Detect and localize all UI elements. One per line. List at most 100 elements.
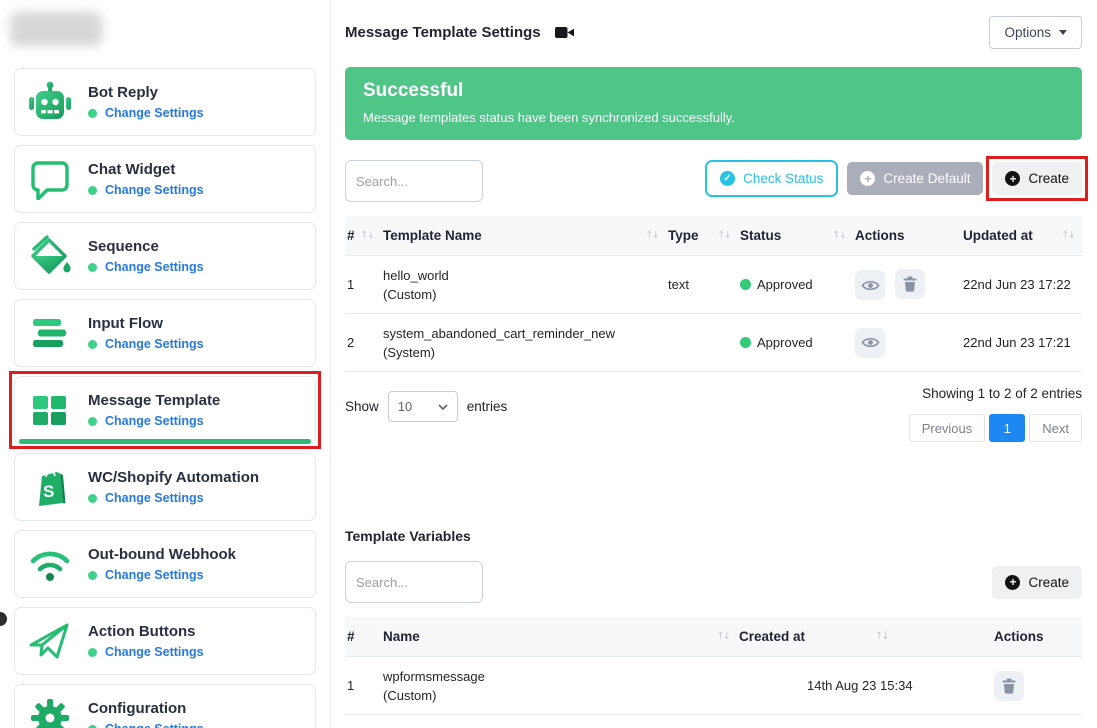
next-page-button[interactable]: Next (1029, 414, 1082, 442)
status-dot (88, 339, 97, 349)
create-variable-button[interactable]: + Create (992, 565, 1082, 599)
template-variables-title: Template Variables (345, 528, 471, 544)
delete-button[interactable] (894, 268, 925, 299)
template-name-cell: system_abandoned_cart_reminder_new (Syst… (381, 316, 666, 370)
plus-circle-icon: + (1005, 574, 1021, 590)
sidebar-item-label: Out-bound Webhook (88, 546, 237, 563)
chat-bubble-icon (27, 158, 73, 200)
col-name: Name (383, 629, 420, 644)
create-default-label: Create Default (883, 171, 971, 186)
sidebar-item-label: Chat Widget (88, 161, 176, 178)
view-button[interactable] (855, 270, 885, 301)
status-dot (88, 724, 97, 728)
change-settings-link[interactable]: Change Settings (105, 645, 204, 659)
variables-controls: + Create (345, 561, 1082, 603)
sort-icon[interactable]: ↑↓ (645, 230, 660, 241)
change-settings-link[interactable]: Change Settings (105, 722, 204, 728)
change-settings-link[interactable]: Change Settings (105, 106, 204, 120)
options-button[interactable]: Options (989, 16, 1082, 49)
templates-search-input[interactable] (345, 160, 483, 202)
templates-controls: ✓ Check Status + Create Default + Create (345, 156, 1088, 202)
page-size-select[interactable]: 10 (387, 391, 458, 422)
check-status-button[interactable]: ✓ Check Status (705, 160, 839, 197)
sidebar-item-outbound-webhook[interactable]: Out-bound Webhook Change Settings (14, 530, 316, 598)
table-row: 1 hello_world (Custom) text Approved (345, 256, 1082, 314)
status-dot (88, 493, 97, 503)
sidebar-item-action-buttons[interactable]: Action Buttons Change Settings (14, 607, 316, 675)
sidebar-item-shopify-automation[interactable]: S WC/Shopify Automation Change Settings (14, 453, 316, 521)
pagination: Previous 1 Next (908, 414, 1082, 442)
grid-icon (27, 390, 73, 430)
current-page-button[interactable]: 1 (989, 414, 1026, 442)
updated-at-cell: 22nd Jun 23 17:22 (963, 277, 1071, 292)
eye-icon (861, 337, 879, 348)
actions-cell (853, 261, 961, 309)
status-dot (88, 647, 97, 657)
sort-icon[interactable]: ↑↓ (717, 230, 732, 241)
change-settings-link[interactable]: Change Settings (105, 337, 204, 351)
status-dot (88, 570, 97, 580)
sort-icon[interactable]: ↑↓ (716, 631, 731, 642)
variable-name: wpformsmessage (383, 668, 485, 684)
wifi-icon (27, 544, 73, 584)
sidebar-item-label: Sequence (88, 238, 159, 255)
col-actions: Actions (855, 228, 905, 243)
trash-icon (1002, 678, 1016, 694)
paper-plane-icon (27, 620, 73, 662)
row-number: 2 (347, 335, 355, 350)
sort-icon[interactable]: ↑↓ (1061, 230, 1076, 241)
col-created: Created at (739, 629, 806, 644)
sidebar-item-label: WC/Shopify Automation (88, 469, 260, 486)
view-button[interactable] (855, 327, 885, 358)
sidebar-item-bot-reply[interactable]: Bot Reply Change Settings (14, 68, 316, 136)
variables-table: # Name ↑↓ Created at ↑↓ Actions 1 wpformsm… (345, 617, 1082, 715)
sidebar-item-label: Configuration (88, 700, 187, 717)
sidebar-list: Bot Reply Change Settings Chat Widget (9, 68, 321, 728)
updated-at-cell: 22nd Jun 23 17:21 (963, 335, 1071, 350)
sidebar-item-message-template[interactable]: Message Template Change Settings (9, 371, 321, 449)
page-size-value: 10 (397, 399, 413, 414)
sidebar-item-sequence[interactable]: Sequence Change Settings (14, 222, 316, 290)
change-settings-link[interactable]: Change Settings (105, 183, 204, 197)
actions-cell (992, 663, 1082, 709)
variables-search-input[interactable] (345, 561, 483, 603)
robot-icon (27, 81, 73, 123)
change-settings-link[interactable]: Change Settings (105, 568, 204, 582)
create-default-button[interactable]: + Create Default (847, 162, 984, 195)
show-label: Show (345, 399, 379, 414)
col-updated: Updated at (963, 228, 1033, 243)
delete-button[interactable] (994, 670, 1024, 701)
sidebar-item-label: Message Template (88, 392, 221, 409)
sidebar-item-label: Action Buttons (88, 623, 196, 640)
sidebar-item-chat-widget[interactable]: Chat Widget Change Settings (14, 145, 316, 213)
approved-dot (740, 337, 751, 348)
create-template-button[interactable]: + Create (986, 156, 1088, 201)
sort-icon[interactable]: ↑↓ (875, 631, 890, 642)
create-label: Create (1028, 171, 1069, 186)
status-dot (88, 416, 97, 426)
template-origin: (System) (383, 344, 435, 360)
previous-page-button[interactable]: Previous (908, 414, 986, 442)
sidebar-item-configuration[interactable]: Configuration Change Settings (14, 684, 316, 728)
type-cell (666, 335, 738, 351)
check-circle-icon: ✓ (720, 171, 736, 186)
template-name-cell: hello_world (Custom) (381, 258, 666, 312)
showing-entries-text: Showing 1 to 2 of 2 entries (922, 386, 1082, 401)
sidebar-item-input-flow[interactable]: Input Flow Change Settings (14, 299, 316, 367)
main-header: Message Template Settings Options (345, 16, 1082, 49)
sort-icon[interactable]: ↑↓ (832, 230, 847, 241)
create-variable-label: Create (1028, 574, 1069, 590)
alert-title: Successful (363, 80, 464, 101)
template-name: hello_world (383, 267, 449, 283)
change-settings-link[interactable]: Change Settings (105, 414, 204, 428)
svg-text:S: S (43, 482, 54, 501)
sort-icon[interactable]: ↑↓ (360, 230, 375, 241)
variable-origin: (Custom) (383, 687, 437, 703)
change-settings-link[interactable]: Change Settings (105, 260, 204, 274)
col-num: # (347, 629, 355, 644)
plus-circle-icon: + (1005, 171, 1021, 186)
video-camera-icon[interactable] (554, 26, 575, 39)
paint-bucket-icon (27, 234, 73, 278)
change-settings-link[interactable]: Change Settings (105, 491, 204, 505)
status-dot (88, 108, 97, 118)
